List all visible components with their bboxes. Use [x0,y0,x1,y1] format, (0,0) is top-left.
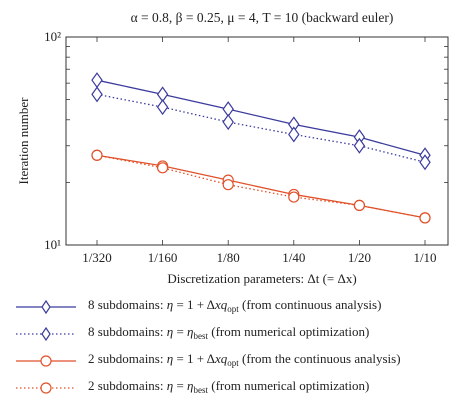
series-line-4 [96,154,426,219]
series-4-point [157,162,169,174]
x-tick-label: 1/20 [348,250,371,265]
series-2-point [353,137,366,154]
legend-label: 2 subdomains: η = ηbest (from numerical … [88,378,370,395]
legend-item-2-numerical: 2 subdomains: η = ηbest (from numerical … [14,377,466,399]
x-tick-label: 1/80 [217,250,240,265]
y-tick-label: 10² [44,29,61,44]
legend: 8 subdomains: η = 1 + Δxqopt (from conti… [14,296,466,404]
series-1-point [91,72,103,89]
series-line-2 [96,93,426,163]
iteration-chart: α = 0.8, β = 0.25, μ = 4, T = 10 (backwa… [16,10,449,286]
legend-swatch-orange-solid-circle [16,355,76,367]
series-4-point [91,149,103,161]
legend-swatch-blue-dotted-diamond [16,326,76,342]
series-2-point [222,114,234,131]
series-2-point [288,126,300,143]
series-2-point [156,99,169,116]
series-4-point [353,199,365,212]
legend-label: 8 subdomains: η = 1 + Δxqopt (from conti… [88,297,382,314]
x-tick-labels: 1/320 1/160 1/80 1/40 1/20 1/10 [82,250,436,265]
series-2-point [91,86,103,103]
legend-swatch-orange-dotted-circle [16,382,76,394]
x-tick-label: 1/40 [282,250,305,265]
series-2-point [419,154,431,171]
series-4-point [288,191,300,203]
legend-swatch-blue-solid-diamond [16,299,76,315]
legend-item-8-continuous: 8 subdomains: η = 1 + Δxqopt (from conti… [14,296,466,318]
legend-item-8-numerical: 8 subdomains: η = ηbest (from numerical … [14,323,466,345]
chart-title: α = 0.8, β = 0.25, μ = 4, T = 10 (backwa… [131,10,394,25]
y-tick-labels: 10¹ 10² [44,29,73,252]
legend-label: 8 subdomains: η = ηbest (from numerical … [88,324,370,341]
series-line-1 [96,79,426,156]
x-tick-label: 1/10 [413,250,436,265]
x-tick-label: 1/160 [148,250,178,265]
series-4-point [419,212,431,224]
tick-layer [66,37,448,245]
legend-label: 2 subdomains: η = 1 + Δxqopt (from the c… [88,351,401,368]
x-tick-label: 1/320 [82,250,112,265]
plot-frame [65,36,449,246]
series-4-point [222,179,234,191]
legend-item-2-continuous: 2 subdomains: η = 1 + Δxqopt (from the c… [14,350,466,372]
series-line-3 [96,154,426,219]
y-axis-label: Iteration number [16,97,31,185]
series-layer [91,72,431,224]
y-tick-label: 10¹ [44,237,61,252]
x-axis-label: Discretization parameters: Δt (= Δx) [167,271,356,286]
